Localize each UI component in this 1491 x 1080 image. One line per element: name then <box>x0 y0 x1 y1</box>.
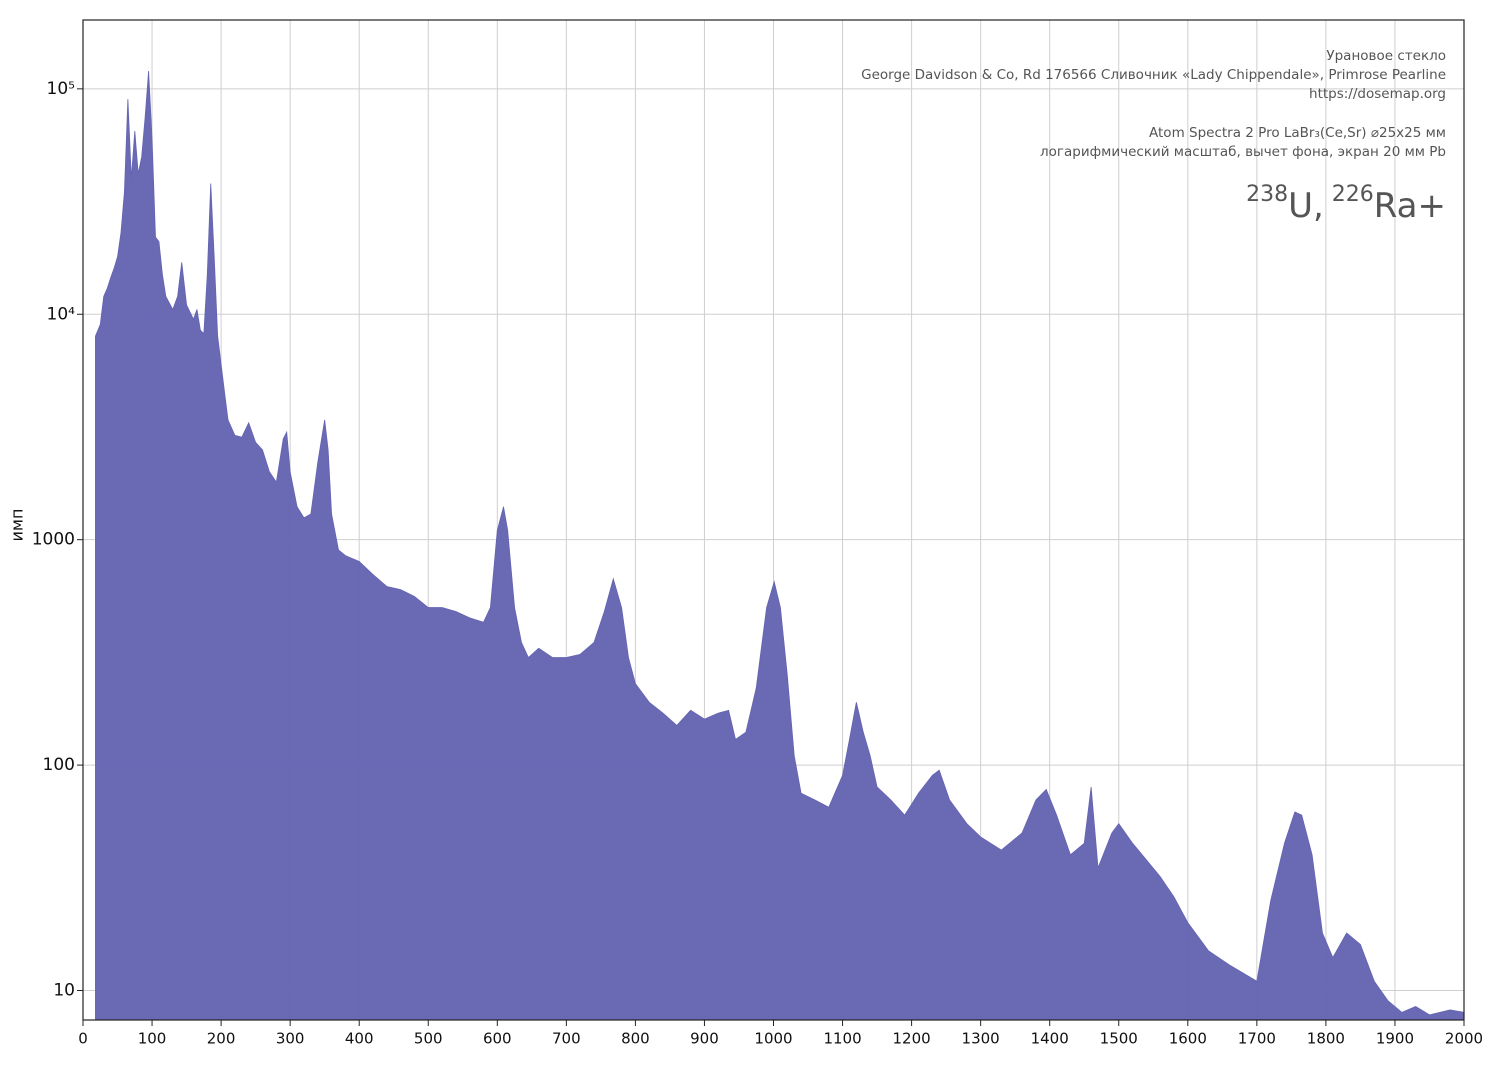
x-tick-label: 1600 <box>1169 1030 1207 1048</box>
isotope-symbol: U, <box>1288 186 1324 226</box>
x-tick-label: 900 <box>690 1030 719 1048</box>
y-tick-label: 10⁵ <box>47 79 75 99</box>
isotope-label: 238U, 226Ra+ <box>1246 182 1446 226</box>
x-tick-label: 2000 <box>1445 1030 1483 1048</box>
y-tick-label: 10⁴ <box>47 304 76 324</box>
isotope-symbol: Ra+ <box>1374 186 1446 226</box>
x-tick-label: 1000 <box>754 1030 792 1048</box>
x-tick-label: 0 <box>78 1030 88 1048</box>
annotation: Урановое стекло <box>1326 48 1446 64</box>
annotation: George Davidson & Co, Rd 176566 Сливочни… <box>861 67 1446 83</box>
annotation: логарифмический масштаб, вычет фона, экр… <box>1040 144 1446 160</box>
annotation: Atom Spectra 2 Pro LaBr₃(Ce,Sr) ⌀25x25 м… <box>1149 125 1446 141</box>
annotation: https://dosemap.org <box>1309 86 1446 102</box>
x-tick-label: 1700 <box>1238 1030 1276 1048</box>
x-tick-label: 1500 <box>1100 1030 1138 1048</box>
spectrum-area <box>95 70 1465 1021</box>
isotope-mass: 226 <box>1332 182 1374 207</box>
x-tick-label: 500 <box>414 1030 443 1048</box>
x-tick-label: 400 <box>345 1030 374 1048</box>
x-tick-label: 800 <box>621 1030 650 1048</box>
x-tick-label: 1200 <box>893 1030 931 1048</box>
x-tick-label: 1400 <box>1031 1030 1069 1048</box>
x-tick-label: 200 <box>207 1030 236 1048</box>
y-axis-label: имп <box>8 509 27 542</box>
y-tick-label: 10 <box>53 981 75 1001</box>
y-tick-label: 100 <box>43 755 75 775</box>
x-tick-label: 600 <box>483 1030 512 1048</box>
x-tick-label: 100 <box>138 1030 167 1048</box>
x-tick-label: 700 <box>552 1030 581 1048</box>
x-tick-label: 1100 <box>823 1030 861 1048</box>
isotope-mass: 238 <box>1246 182 1288 207</box>
x-tick-label: 1800 <box>1307 1030 1345 1048</box>
x-tick-label: 1900 <box>1376 1030 1414 1048</box>
x-tick-label: 1300 <box>962 1030 1000 1048</box>
y-tick-label: 1000 <box>32 530 75 550</box>
x-tick-label: 300 <box>276 1030 305 1048</box>
